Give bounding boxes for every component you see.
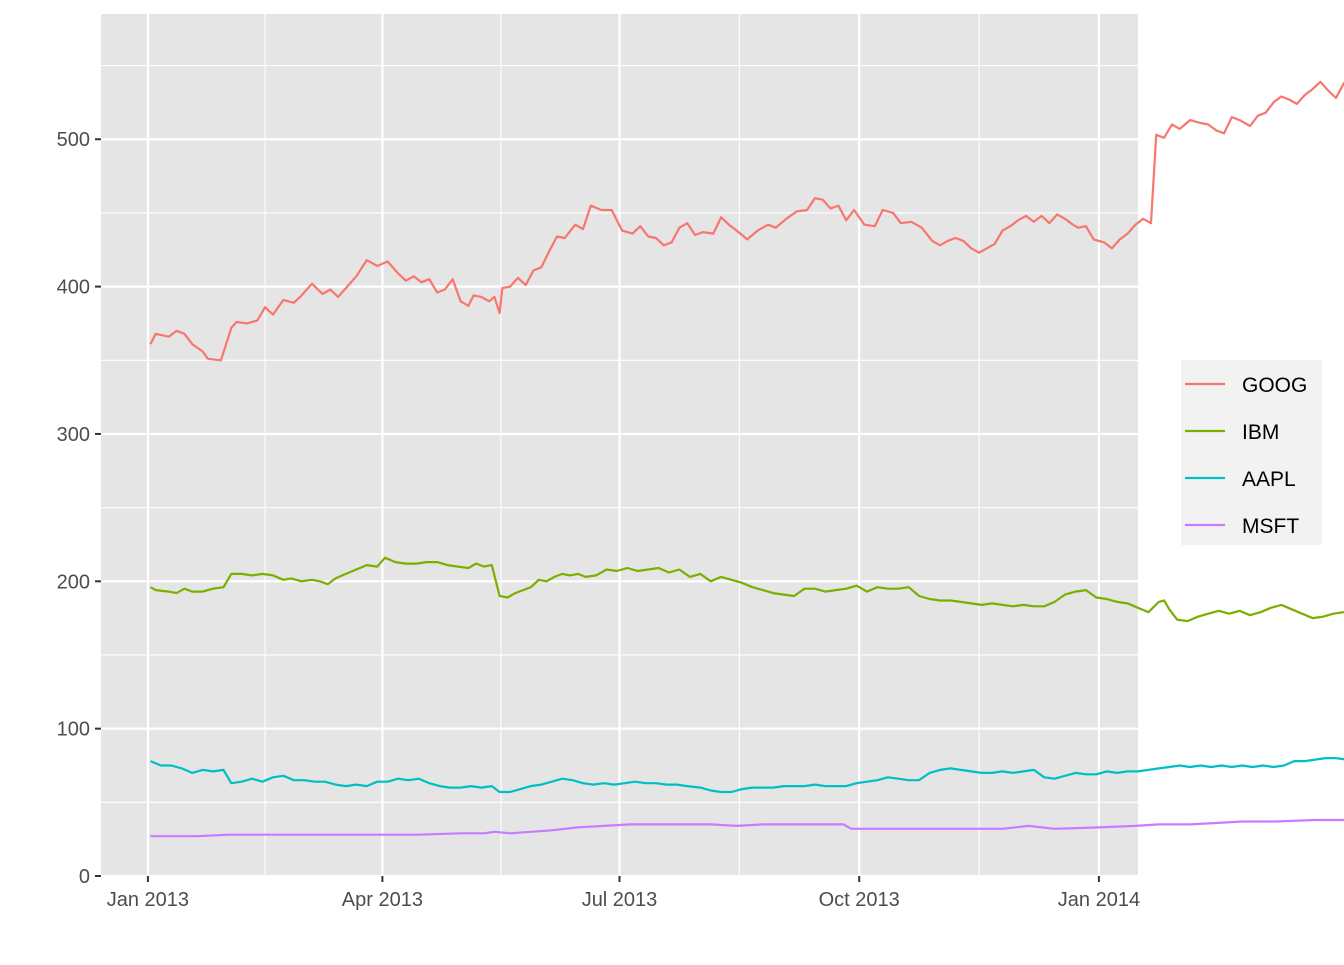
y-tick-label: 100 <box>57 719 90 741</box>
legend-label-goog: GOOG <box>1242 374 1307 397</box>
x-tick-label: Oct 2013 <box>819 889 900 911</box>
legend: GOOG IBM AAPL MSFT <box>1181 360 1322 545</box>
legend-label-aapl: AAPL <box>1242 468 1296 491</box>
y-tick-label: 200 <box>57 571 90 593</box>
x-tick-label: Apr 2013 <box>342 889 423 911</box>
y-axis: 0 100 200 300 400 500 <box>57 129 101 888</box>
x-tick-label: Jan 2013 <box>107 889 189 911</box>
x-tick-label: Jan 2014 <box>1058 889 1140 911</box>
y-tick-label: 0 <box>79 866 90 888</box>
y-tick-label: 300 <box>57 424 90 446</box>
y-tick-label: 400 <box>57 277 90 299</box>
y-tick-label: 500 <box>57 129 90 151</box>
legend-label-msft: MSFT <box>1242 515 1299 538</box>
x-tick-label: Jul 2013 <box>582 889 658 911</box>
x-axis: Jan 2013 Apr 2013 Jul 2013 Oct 2013 Jan 2014 <box>107 876 1140 911</box>
legend-label-ibm: IBM <box>1242 421 1279 444</box>
